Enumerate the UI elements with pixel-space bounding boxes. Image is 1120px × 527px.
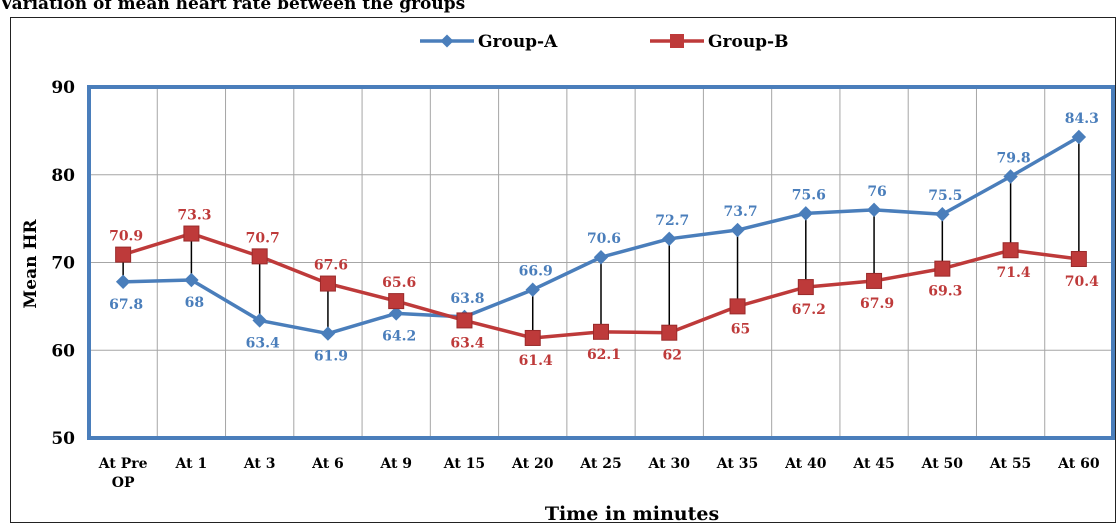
x-tick-label: At 30 [648, 456, 691, 472]
data-point-marker [1002, 242, 1019, 259]
data-label: 63.4 [246, 335, 280, 351]
x-tick-label: At 55 [989, 456, 1031, 472]
data-label: 61.4 [519, 353, 553, 369]
x-tick-label: OP [112, 475, 135, 491]
data-point-marker [524, 329, 541, 346]
y-tick-label: 50 [51, 429, 75, 449]
data-label: 73.3 [177, 208, 211, 224]
data-point-marker [456, 312, 473, 329]
data-label: 62.1 [587, 347, 621, 363]
data-label: 68 [185, 295, 204, 311]
data-label: 70.6 [587, 231, 621, 247]
data-point-marker [593, 250, 609, 265]
data-point-marker [1071, 129, 1087, 145]
data-label: 70.7 [246, 230, 280, 246]
x-tick-label: At 25 [579, 456, 621, 472]
data-label: 66.9 [519, 264, 553, 280]
series-layer: 67.8 68 63.4 61.9 64.2 63.8 66.9 70.6 72.7 73.7 75… [109, 111, 1099, 369]
data-label: 65 [731, 321, 750, 337]
data-label: 75.5 [928, 188, 962, 204]
legend-marker [670, 34, 684, 48]
x-tick-label: At 35 [716, 456, 758, 472]
data-point-marker [252, 313, 267, 328]
data-point-marker [798, 206, 814, 221]
x-tick-label: At 50 [921, 456, 964, 472]
data-label: 63.4 [450, 335, 484, 351]
x-tick-label: At 15 [443, 456, 485, 472]
data-label: 67.9 [860, 296, 894, 312]
x-axis-label: Time in minutes [545, 503, 719, 525]
data-point-marker [1003, 169, 1018, 184]
chart-frame [10, 17, 1116, 523]
x-tick-label: At 45 [852, 456, 894, 472]
x-tick-label: At 1 [175, 456, 208, 472]
data-point-marker [251, 248, 268, 265]
y-tick-label: 70 [51, 254, 75, 274]
data-label: 67.2 [792, 302, 826, 318]
data-label: 84.3 [1065, 111, 1099, 127]
data-point-marker [662, 231, 677, 247]
data-point-marker [184, 272, 199, 288]
data-point-marker [320, 326, 336, 341]
data-label: 76 [867, 184, 886, 200]
axes-layer: 50 60 70 80 90 At Pre OP At 1 At 3 At 6 At 9 At 15 A… [51, 78, 1115, 491]
data-point-marker [730, 222, 745, 238]
y-axis-label: Mean HR [21, 219, 41, 309]
x-tick-label: At 60 [1057, 456, 1100, 472]
x-tick-label: At 3 [243, 456, 276, 472]
data-label: 67.8 [109, 297, 143, 313]
x-tick-label: At 40 [784, 456, 827, 472]
x-tick-label: At Pre [98, 456, 148, 472]
data-point-marker [866, 202, 882, 218]
data-label: 73.7 [723, 204, 757, 220]
data-point-marker [183, 225, 200, 242]
data-point-marker [319, 275, 336, 292]
legend: Group-A Group-B [420, 32, 788, 52]
data-point-marker [593, 323, 609, 340]
data-point-marker [115, 246, 132, 263]
data-point-marker [797, 279, 814, 296]
page-title: Variation of mean heart rate between the… [0, 0, 466, 14]
data-point-marker [729, 298, 746, 315]
data-point-marker [934, 260, 951, 277]
data-point-marker [525, 282, 540, 297]
data-label: 70.4 [1065, 274, 1099, 290]
data-point-marker [661, 324, 678, 341]
data-point-marker [388, 306, 404, 321]
data-label: 70.9 [109, 229, 143, 245]
legend-label: Group-A [478, 32, 558, 52]
data-point-marker [388, 293, 405, 310]
data-label: 72.7 [655, 213, 689, 229]
x-tick-label: At 6 [311, 456, 344, 472]
data-label: 69.3 [928, 284, 962, 300]
y-tick-label: 90 [51, 78, 75, 98]
plot-border [87, 85, 1115, 440]
data-label: 71.4 [997, 265, 1031, 281]
x-tick-label: At 20 [511, 456, 554, 472]
y-tick-label: 60 [51, 341, 75, 361]
data-label: 61.9 [314, 349, 348, 365]
data-label: 75.6 [792, 187, 826, 203]
data-point-marker [1070, 250, 1087, 267]
x-tick-label: At 9 [379, 456, 412, 472]
legend-label: Group-B [708, 32, 788, 52]
data-label: 79.8 [997, 151, 1031, 167]
data-label: 62 [663, 348, 682, 364]
data-label: 63.8 [450, 291, 484, 307]
data-label: 65.6 [382, 275, 416, 291]
data-point-marker [866, 272, 883, 289]
y-tick-label: 80 [51, 166, 75, 186]
legend-marker [440, 34, 454, 48]
data-point-marker [935, 207, 950, 222]
data-label: 64.2 [382, 328, 416, 344]
data-point-marker [115, 274, 131, 290]
data-label: 67.6 [314, 258, 348, 274]
